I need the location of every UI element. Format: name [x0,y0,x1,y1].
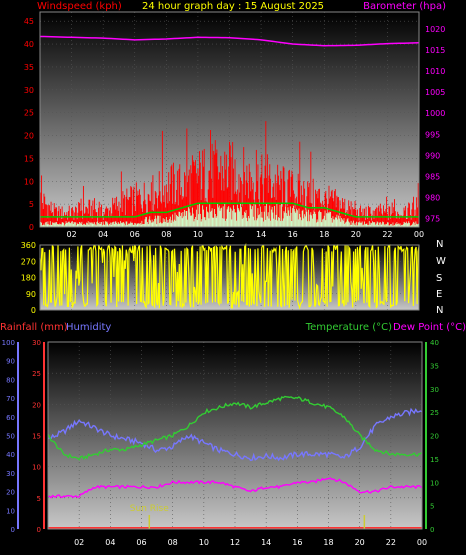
temp-y-tick: 25 [430,409,439,417]
compass-label: W [436,256,446,267]
baro-y-tick: 1000 [425,109,445,118]
wind-y-tick: 5 [29,200,34,209]
temp-y-tick: 15 [430,456,439,464]
wind-y-tick: 40 [24,40,34,49]
temp-x-tick: 16 [292,538,302,547]
wind-x-tick: 00 [414,230,424,239]
humidity-axis-label: Humidity [66,322,111,333]
rainfall-axis-label: Rainfall (mm) [0,322,68,333]
wind-x-tick: 14 [256,230,266,239]
wdir-y-tick: 90 [26,290,36,299]
wind-x-tick: 22 [382,230,392,239]
temp-x-tick: 18 [323,538,333,547]
temp-x-tick: 14 [261,538,271,547]
gust-line [40,202,419,218]
temperature-axis-label: Temperature (°C) [305,322,392,333]
baro-y-tick: 980 [425,193,440,202]
wdir-y-tick: 360 [21,241,36,250]
wdir-y-tick: 270 [21,257,36,266]
wind-x-tick: 18 [319,230,329,239]
wind-x-tick: 10 [193,230,203,239]
temp-x-tick: 06 [136,538,146,547]
humidity-y-tick: 40 [6,451,15,459]
rain-y-tick: 10 [32,464,41,472]
wind-x-tick: 16 [288,230,298,239]
humidity-y-tick: 10 [6,507,15,515]
humidity-y-tick: 80 [6,376,15,384]
wind-y-tick: 30 [24,86,34,95]
wind-y-tick: 20 [24,132,34,141]
wind-y-tick: 25 [24,109,34,118]
compass-label: N [436,305,443,316]
wind-x-tick: 06 [130,230,140,239]
windspeed-axis-label: Windspeed (kph) [37,1,122,12]
rain-y-tick: 15 [32,433,41,441]
compass-label: N [436,239,443,250]
gust-series [39,203,419,227]
wind-y-tick: 10 [24,177,34,186]
rain-y-tick: 25 [32,370,41,378]
baro-y-tick: 985 [425,172,440,181]
humidity-y-tick: 70 [6,395,15,403]
humidity-y-tick: 50 [6,433,15,441]
temp-y-tick: 30 [430,386,439,394]
wind-x-tick: 02 [66,230,76,239]
humidity-y-tick: 100 [2,339,15,347]
rain-y-tick: 5 [37,495,41,503]
temp-y-tick: 20 [430,433,439,441]
wind-x-tick: 04 [98,230,108,239]
humidity-y-tick: 90 [6,358,15,366]
temp-y-tick: 10 [430,479,439,487]
wind-y-tick: 35 [24,63,34,72]
barometer-axis-label: Barometer (hpa) [363,1,446,12]
dewpoint-line [47,477,423,499]
baro-y-tick: 1020 [425,25,445,34]
compass-label: S [436,273,442,284]
rain-y-tick: 20 [32,401,41,409]
temperature-line [47,395,423,461]
temp-x-tick: 08 [168,538,178,547]
baro-y-tick: 1010 [425,67,445,76]
humidity-y-tick: 0 [11,526,15,534]
compass-label: E [436,289,442,300]
wind-x-tick: 12 [224,230,234,239]
humidity-y-tick: 30 [6,470,15,478]
temp-x-tick: 20 [355,538,365,547]
sun-rise-annotation: Sun Rise [130,504,169,514]
temp-x-tick: 22 [386,538,396,547]
humidity-y-tick: 60 [6,414,15,422]
barometer-line [39,35,420,47]
wind-y-tick: 0 [29,223,34,232]
baro-y-tick: 1015 [425,46,445,55]
dewpoint-axis-label: Dew Point (°C) [393,322,466,333]
baro-y-tick: 975 [425,215,440,224]
temp-y-tick: 35 [430,362,439,370]
temp-x-tick: 02 [74,538,84,547]
wind-x-tick: 20 [351,230,361,239]
temp-x-tick: 00 [417,538,427,547]
temp-y-tick: 0 [430,526,434,534]
wdir-y-tick: 180 [21,274,36,283]
baro-y-tick: 995 [425,130,440,139]
wind-y-tick: 15 [24,154,34,163]
baro-y-tick: 1005 [425,88,445,97]
chart-title: 24 hour graph day : 15 August 2025 [142,1,324,12]
temp-y-tick: 5 [430,503,434,511]
temp-y-tick: 40 [430,339,439,347]
wind-y-tick: 45 [24,17,34,26]
rain-y-tick: 0 [37,526,41,534]
wind-x-tick: 08 [161,230,171,239]
humidity-y-tick: 20 [6,489,15,497]
wdir-y-tick: 0 [31,306,36,315]
temp-x-tick: 12 [230,538,240,547]
temp-x-tick: 04 [105,538,115,547]
baro-y-tick: 990 [425,151,440,160]
temp-x-tick: 10 [199,538,209,547]
wind-direction-line [39,242,420,310]
humidity-line [47,407,423,462]
rain-y-tick: 30 [32,339,41,347]
